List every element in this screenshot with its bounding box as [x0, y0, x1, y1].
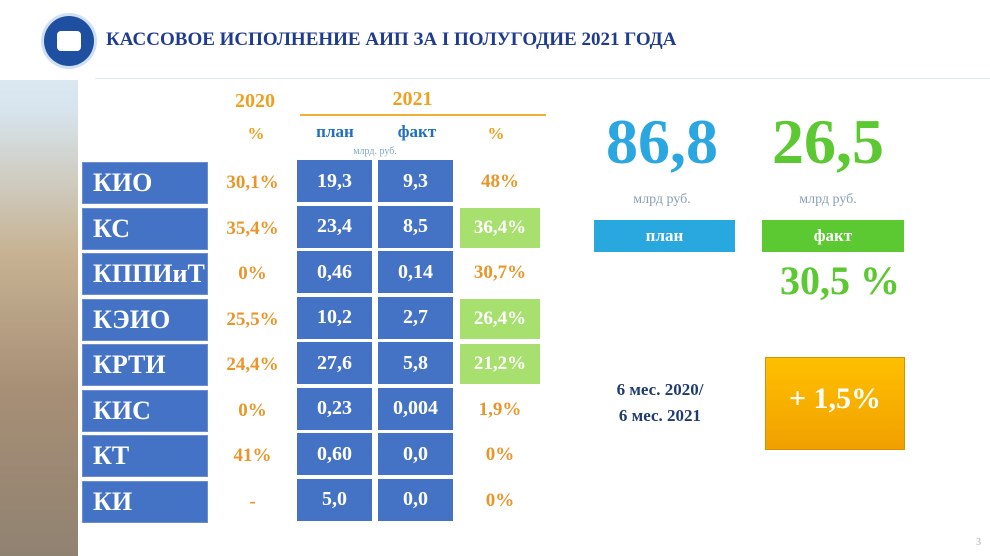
- period-line1: 6 мес. 2020/: [616, 380, 704, 399]
- year-underline: [300, 114, 546, 116]
- fact: 2,7: [378, 296, 453, 339]
- plan-value: 86,8: [606, 106, 718, 177]
- plan: 5,0: [297, 478, 372, 521]
- fact-label: факт: [762, 220, 904, 252]
- fact-unit: млрд руб.: [799, 192, 857, 207]
- plan: 23,4: [297, 205, 372, 248]
- title: КАССОВОЕ ИСПОЛНЕНИЕ АИП ЗА I ПОЛУГОДИЕ 2…: [106, 29, 677, 50]
- row-name: КИО: [82, 162, 208, 204]
- row-name: КИ: [82, 480, 208, 523]
- pct-2021: 1,9%: [478, 398, 522, 420]
- fact-value: 26,5: [772, 106, 884, 177]
- pct-2020: -: [249, 490, 256, 512]
- pct-2021: 26,4%: [460, 298, 540, 339]
- row-name: КРТИ: [82, 344, 208, 386]
- plan-label: план: [594, 220, 735, 252]
- year-2021: 2021: [392, 88, 433, 110]
- growth: + 1,5%: [765, 357, 905, 450]
- city-image: [0, 0, 78, 556]
- plan: 0,46: [297, 251, 372, 293]
- fact-header: факт: [397, 122, 437, 141]
- fact: 9,3: [378, 160, 453, 202]
- header-line: [95, 78, 990, 79]
- fact-pct: 30,5 %: [780, 258, 900, 303]
- plan: 0,60: [297, 433, 372, 475]
- pct-2021: 0%: [485, 444, 515, 465]
- pct-2020: 30,1%: [226, 172, 279, 193]
- page-number: 3: [976, 537, 981, 548]
- row-name: КЭИО: [82, 298, 208, 341]
- pct-2020-header: %: [247, 124, 265, 143]
- row-name: КТ: [82, 435, 208, 477]
- fact: 0,0: [378, 478, 453, 521]
- pct-2021: 21,2%: [460, 344, 540, 384]
- pct-2021: 0%: [485, 489, 515, 511]
- pct-2021: 36,4%: [460, 207, 540, 248]
- plan: 0,23: [297, 387, 372, 430]
- pct-2020: 41%: [233, 445, 272, 466]
- fact: 5,8: [378, 342, 453, 384]
- pct-2020: 0%: [238, 399, 267, 421]
- plan-unit: млрд руб.: [633, 192, 691, 207]
- row-name: КППИиТ: [82, 253, 208, 295]
- plan: 19,3: [297, 160, 372, 202]
- pct-2020: 24,4%: [226, 354, 279, 375]
- fact: 0,14: [378, 251, 453, 293]
- plan-header: план: [316, 122, 354, 141]
- plan: 27,6: [297, 342, 372, 384]
- fact: 0,0: [378, 433, 453, 475]
- period-line2: 6 мес. 2021: [618, 406, 702, 425]
- pct-2021-header: %: [487, 124, 505, 143]
- row-name: КИС: [82, 389, 208, 432]
- pct-2021: 30,7%: [473, 262, 527, 283]
- logo: [44, 16, 94, 66]
- fact: 8,5: [378, 205, 453, 248]
- plan: 10,2: [297, 296, 372, 339]
- pct-2020: 0%: [238, 263, 267, 284]
- pct-2021: 48%: [481, 171, 519, 192]
- pct-2020: 25,5%: [226, 308, 279, 330]
- year-2020: 2020: [235, 90, 275, 112]
- logo-coins: [57, 31, 81, 51]
- fact: 0,004: [378, 387, 453, 430]
- pct-2020: 35,4%: [226, 217, 279, 239]
- row-name: КС: [82, 207, 208, 250]
- unit: млрд. руб.: [353, 146, 397, 157]
